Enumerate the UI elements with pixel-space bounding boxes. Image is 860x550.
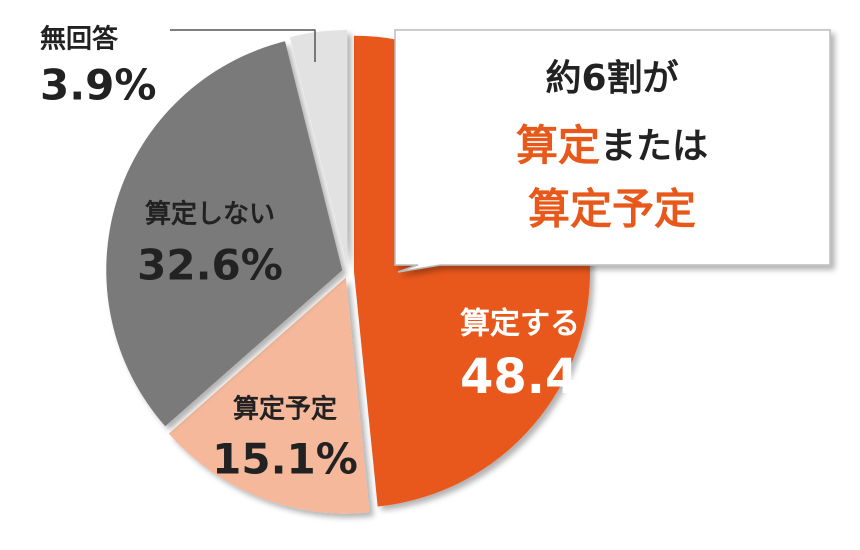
annotation: 約6割が xyxy=(545,58,678,99)
annotation: 算定または xyxy=(516,121,708,170)
value-label: 3.9% xyxy=(40,61,156,110)
value-label: 32.6% xyxy=(137,241,283,290)
category-label: 無回答 xyxy=(40,24,119,55)
pie-slice xyxy=(290,30,348,267)
pie-slice xyxy=(168,277,370,514)
annotation-text: または xyxy=(600,126,708,167)
callout: 約6割が 算定または 算定予定 xyxy=(394,29,831,273)
annotation-highlight: 算定予定 xyxy=(528,185,696,234)
category-label: 算定しない xyxy=(145,199,275,230)
value-label: 15.1% xyxy=(212,435,358,484)
category-label: 算定する xyxy=(460,307,580,342)
annotation-highlight: 算定 xyxy=(516,121,600,170)
pie-slice xyxy=(106,41,343,427)
value-label: 48.4% xyxy=(460,349,627,405)
leader-line xyxy=(170,29,316,62)
callout-box xyxy=(394,29,831,273)
category-label: 算定予定 xyxy=(233,394,337,425)
